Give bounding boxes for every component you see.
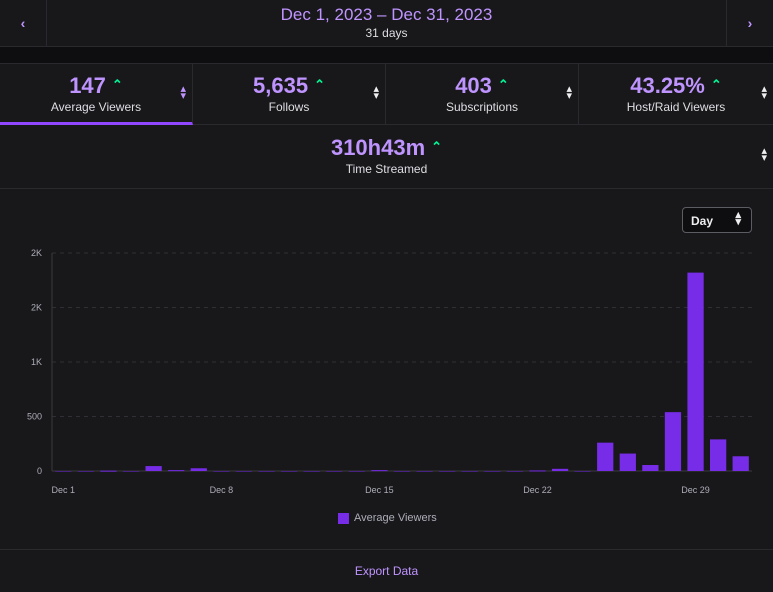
stat-value: 43.25%: [630, 73, 705, 98]
select-arrows-icon: ▴ ▾: [735, 209, 741, 228]
bar-dec-29: [687, 272, 704, 471]
bar-dec-28: [664, 412, 682, 471]
trend-up-icon: ⌃: [497, 77, 509, 92]
stat-value: 5,635: [253, 73, 309, 98]
y-tick-label: 2K: [31, 248, 42, 258]
x-tick-label: Dec 22: [523, 485, 552, 495]
y-tick-label: 1K: [31, 357, 42, 367]
bar-dec-26: [619, 453, 636, 471]
stats-panel: 147 ⌃ Average Viewers ▴ ▾ 5,635 ⌃ Follows ▴…: [0, 63, 773, 550]
bar-dec-25: [597, 442, 614, 471]
x-tick-label: Dec 29: [681, 485, 710, 495]
date-range-bar: ‹ Dec 1, 2023 – Dec 31, 2023 31 days ›: [0, 0, 773, 47]
trend-up-icon: ⌃: [111, 77, 123, 92]
stat-follows[interactable]: 5,635 ⌃ Follows ▴ ▾: [193, 64, 386, 125]
bar-dec-8: [213, 471, 230, 472]
stat-label: Time Streamed: [345, 162, 428, 176]
date-range-days: 31 days: [365, 26, 408, 40]
legend-swatch: [338, 512, 349, 524]
bar-dec-18: [439, 471, 456, 472]
stat-label: Follows: [268, 100, 310, 114]
sort-icon: ▴ ▾: [373, 83, 379, 102]
y-tick-label: 0: [37, 466, 42, 476]
bar-dec-5: [145, 466, 162, 471]
bar-dec-3: [100, 470, 117, 472]
bar-dec-9: [235, 471, 253, 472]
stat-value: 403: [455, 73, 492, 98]
bar-dec-12: [303, 471, 320, 472]
bar-dec-16: [393, 471, 411, 472]
bar-dec-11: [280, 471, 298, 472]
stat-average-viewers[interactable]: 147 ⌃ Average Viewers ▴ ▾: [0, 64, 193, 125]
trend-up-icon: ⌃: [431, 139, 443, 154]
sort-icon: ▴ ▾: [180, 83, 186, 102]
x-tick-label: Dec 1: [52, 485, 76, 495]
bar-dec-7: [190, 468, 207, 471]
bar-dec-1: [55, 471, 72, 472]
stat-value: 310h43m: [330, 135, 426, 160]
chevron-right-icon: ›: [747, 15, 753, 31]
sort-icon: ▴ ▾: [761, 83, 767, 102]
bar-dec-10: [258, 471, 275, 472]
bar-dec-6: [168, 470, 185, 472]
trend-up-icon: ⌃: [314, 77, 325, 92]
bar-dec-23: [551, 468, 569, 471]
bar-dec-24: [574, 471, 591, 472]
sort-icon: ▴ ▾: [761, 145, 767, 164]
granularity-value: Day: [691, 214, 714, 228]
trend-up-icon: ⌃: [710, 77, 722, 92]
bar-dec-4: [122, 471, 140, 472]
bar-dec-17: [416, 471, 433, 472]
y-tick-label: 2K: [31, 303, 42, 313]
bar-dec-20: [484, 471, 501, 472]
stat-label: Host/Raid Viewers: [626, 100, 726, 114]
bar-dec-15: [371, 470, 388, 472]
bar-dec-2: [77, 471, 94, 472]
granularity-select[interactable]: Day ▴ ▾: [682, 207, 752, 233]
y-tick-label: 500: [27, 412, 42, 422]
next-range-button[interactable]: ›: [726, 0, 773, 46]
stat-host-raid-viewers[interactable]: 43.25% ⌃ Host/Raid Viewers ▴ ▾: [579, 64, 773, 125]
sort-icon: ▴ ▾: [566, 83, 572, 102]
x-tick-label: Dec 15: [365, 485, 394, 495]
stat-label: Average Viewers: [50, 100, 142, 114]
bar-dec-30: [710, 439, 727, 471]
bar-dec-22: [529, 470, 546, 472]
bar-dec-31: [732, 456, 749, 471]
chevron-left-icon: ‹: [20, 15, 26, 31]
chart-legend[interactable]: Average Viewers: [338, 512, 437, 524]
stat-value: 147: [69, 73, 106, 98]
legend-label: Average Viewers: [354, 512, 437, 524]
footer-bar: Export Data: [0, 549, 773, 592]
date-range-title: Dec 1, 2023 – Dec 31, 2023: [280, 5, 493, 24]
stat-time-streamed[interactable]: 310h43m ⌃ Time Streamed ▴ ▾: [0, 126, 773, 189]
bar-dec-13: [326, 471, 343, 472]
stat-subscriptions[interactable]: 403 ⌃ Subscriptions ▴ ▾: [386, 64, 579, 125]
bar-dec-21: [506, 471, 524, 472]
stat-label: Subscriptions: [445, 100, 519, 114]
bar-dec-27: [642, 465, 659, 471]
bar-dec-14: [348, 471, 365, 472]
x-tick-label: Dec 8: [210, 485, 234, 495]
previous-range-button[interactable]: ‹: [0, 0, 47, 46]
bar-dec-19: [461, 471, 478, 472]
export-data-link[interactable]: Export Data: [354, 564, 419, 578]
average-viewers-chart: 0 500 1K 2K 2K Dec 1 Dec 8 Dec 15 Dec 22 Dec 29: [27, 248, 752, 495]
